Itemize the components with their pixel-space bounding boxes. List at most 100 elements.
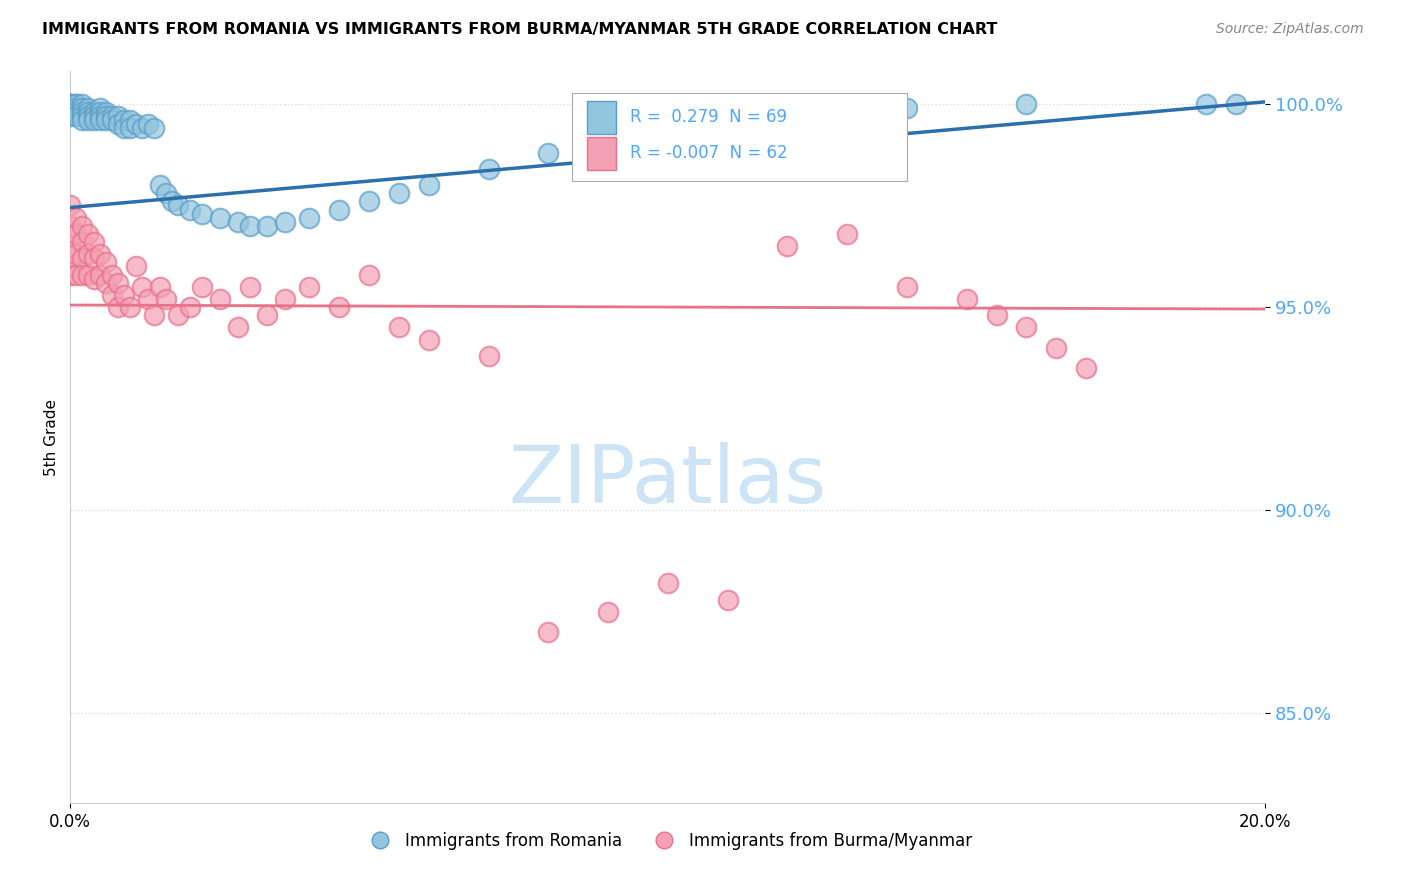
Point bbox=[65, 247, 87, 261]
Point bbox=[59, 96, 82, 111]
Point bbox=[598, 137, 620, 152]
Point bbox=[101, 113, 124, 128]
Text: Source: ZipAtlas.com: Source: ZipAtlas.com bbox=[1216, 22, 1364, 37]
Point bbox=[59, 239, 82, 253]
Point bbox=[107, 109, 129, 123]
Point bbox=[120, 121, 141, 136]
Point bbox=[70, 252, 93, 266]
Point bbox=[136, 292, 159, 306]
Point bbox=[537, 145, 560, 160]
Point bbox=[59, 198, 82, 212]
Point bbox=[83, 113, 105, 128]
Point bbox=[65, 96, 87, 111]
Point bbox=[328, 202, 350, 217]
Point bbox=[77, 247, 100, 261]
Point bbox=[155, 292, 177, 306]
Point bbox=[143, 308, 166, 322]
Point bbox=[1195, 96, 1218, 111]
Point bbox=[107, 276, 129, 290]
Point bbox=[59, 105, 82, 120]
Point bbox=[59, 109, 82, 123]
Point bbox=[208, 211, 231, 225]
Point bbox=[70, 219, 93, 233]
Point bbox=[896, 279, 918, 293]
Point bbox=[101, 288, 124, 302]
Point bbox=[65, 109, 87, 123]
Point bbox=[896, 101, 918, 115]
Point bbox=[1076, 361, 1098, 376]
Point bbox=[298, 211, 321, 225]
Point bbox=[418, 178, 440, 193]
Point bbox=[388, 186, 411, 201]
Point bbox=[179, 202, 201, 217]
Point bbox=[107, 300, 129, 314]
Point bbox=[96, 109, 118, 123]
Point bbox=[478, 349, 501, 363]
Point bbox=[166, 198, 188, 212]
Point bbox=[96, 255, 118, 269]
Text: R =  0.279  N = 69: R = 0.279 N = 69 bbox=[630, 108, 786, 126]
Point bbox=[1015, 96, 1038, 111]
Point bbox=[70, 113, 93, 128]
Point bbox=[298, 279, 321, 293]
Bar bbox=[586, 101, 616, 134]
Point bbox=[256, 308, 278, 322]
Point bbox=[77, 227, 100, 241]
Point bbox=[239, 219, 262, 233]
Point bbox=[70, 268, 93, 282]
Point bbox=[70, 235, 93, 249]
Point bbox=[274, 292, 297, 306]
Point bbox=[657, 125, 679, 139]
Point bbox=[179, 300, 201, 314]
Point bbox=[89, 268, 111, 282]
Point bbox=[776, 109, 799, 123]
Point bbox=[65, 227, 87, 241]
Point bbox=[120, 300, 141, 314]
Point bbox=[89, 101, 111, 115]
Point bbox=[65, 268, 87, 282]
Point bbox=[478, 161, 501, 176]
Point bbox=[136, 117, 159, 131]
Point bbox=[83, 109, 105, 123]
Point bbox=[328, 300, 350, 314]
Point bbox=[256, 219, 278, 233]
Point bbox=[837, 227, 859, 241]
Point bbox=[776, 239, 799, 253]
Point bbox=[77, 268, 100, 282]
Point bbox=[717, 592, 740, 607]
Point bbox=[70, 96, 93, 111]
Point bbox=[65, 211, 87, 225]
Point bbox=[77, 113, 100, 128]
Point bbox=[160, 194, 183, 209]
Point bbox=[120, 113, 141, 128]
Point bbox=[89, 113, 111, 128]
Point bbox=[226, 215, 249, 229]
Point bbox=[166, 308, 188, 322]
Point bbox=[125, 117, 148, 131]
Point bbox=[191, 279, 214, 293]
Point bbox=[77, 101, 100, 115]
Y-axis label: 5th Grade: 5th Grade bbox=[44, 399, 59, 475]
Text: IMMIGRANTS FROM ROMANIA VS IMMIGRANTS FROM BURMA/MYANMAR 5TH GRADE CORRELATION C: IMMIGRANTS FROM ROMANIA VS IMMIGRANTS FR… bbox=[42, 22, 997, 37]
Point bbox=[956, 292, 979, 306]
Point bbox=[1015, 320, 1038, 334]
Point bbox=[657, 576, 679, 591]
Point bbox=[96, 113, 118, 128]
Point bbox=[274, 215, 297, 229]
Point bbox=[65, 96, 87, 111]
Point bbox=[986, 308, 1008, 322]
Point bbox=[70, 105, 93, 120]
Point bbox=[59, 96, 82, 111]
Point bbox=[149, 279, 172, 293]
Point bbox=[112, 121, 135, 136]
Point bbox=[70, 101, 93, 115]
Point bbox=[1225, 96, 1247, 111]
Point bbox=[112, 288, 135, 302]
Point bbox=[359, 268, 381, 282]
Point bbox=[112, 113, 135, 128]
Point bbox=[59, 268, 82, 282]
Point bbox=[89, 105, 111, 120]
Point bbox=[89, 109, 111, 123]
Point bbox=[208, 292, 231, 306]
Point bbox=[77, 109, 100, 123]
